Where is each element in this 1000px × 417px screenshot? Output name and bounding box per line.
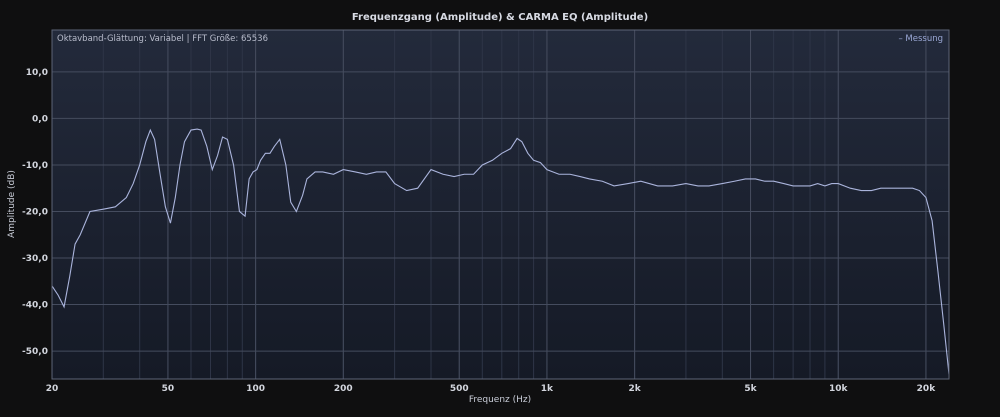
plot-frame [51, 29, 950, 380]
legend-entry-messung[interactable]: – Messung [898, 34, 943, 44]
x-tick-label: 50 [162, 384, 175, 394]
y-tick-label: -30,0 [22, 254, 48, 264]
y-tick-label: -50,0 [22, 347, 48, 357]
x-tick-label: 20k [917, 384, 937, 394]
x-tick-label: 200 [334, 384, 353, 394]
y-axis-ticks: 10,0 0,0 -10,0 -20,0 -30,0 -40,0 -50,0 [22, 68, 48, 357]
plot-area [52, 30, 949, 379]
x-tick-label: 1k [541, 384, 554, 394]
y-tick-label: 0,0 [32, 114, 48, 124]
x-tick-label: 500 [450, 384, 469, 394]
y-tick-label: -20,0 [22, 207, 48, 217]
major-gridlines [51, 30, 949, 379]
x-tick-label: 5k [744, 384, 757, 394]
x-tick-label: 20 [46, 384, 59, 394]
x-tick-label: 2k [628, 384, 641, 394]
y-tick-label: 10,0 [26, 68, 48, 78]
x-axis-ticks: 20 50 100 200 500 1k 2k 5k 10k 20k [46, 384, 936, 394]
chart-title: Frequenzgang (Amplitude) & CARMA EQ (Amp… [352, 12, 648, 23]
smoothing-info-text: Oktavband-Glättung: Variabel | FFT Größe… [57, 34, 268, 44]
series-line-messung [51, 128, 950, 375]
x-tick-label: 10k [829, 384, 849, 394]
y-tick-label: -10,0 [22, 161, 48, 171]
y-axis-label: Amplitude (dB) [7, 170, 17, 238]
x-tick-label: 100 [246, 384, 265, 394]
x-axis-label: Frequenz (Hz) [469, 395, 531, 405]
y-tick-label: -40,0 [22, 301, 48, 311]
